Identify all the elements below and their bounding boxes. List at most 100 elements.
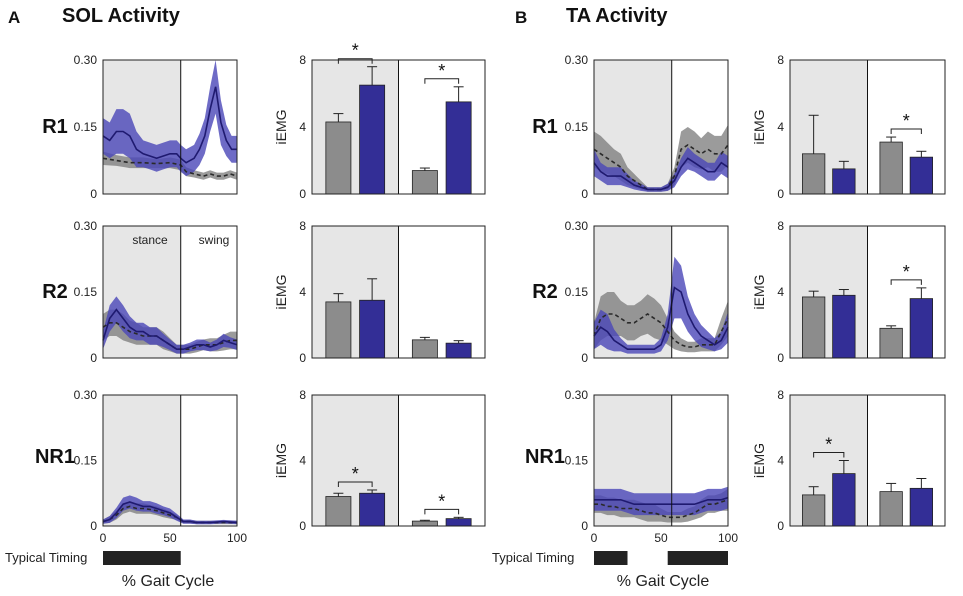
ta-r1-stance-robot-bar [832, 168, 856, 195]
ta-nr1-stance-robot-bar [832, 473, 856, 527]
sol-r1-stance-robot-bar [359, 84, 386, 195]
sol-r1-stance-significance-star: * [352, 41, 359, 61]
ta-r2-emg-trace: 0 0.15 0.30 [565, 219, 729, 365]
sol-r2-ytick-label: 8 [299, 219, 306, 233]
sol-r1-axes-box [311, 59, 486, 195]
ta-r1-swing-baseline-bar [879, 141, 903, 195]
ta-r2-ytick-label: 0 [777, 351, 784, 365]
ta-nr1-ytick-label: 8 [777, 388, 784, 402]
ta-r2-ytick-label: 4 [777, 285, 784, 299]
sol-nr1-robot-band [103, 495, 237, 525]
sol-nr1-swing-baseline-bar [411, 520, 438, 527]
sol-r2-robot-band [103, 296, 237, 354]
ta-r1-ylabel: iEMG [751, 110, 767, 145]
sol-r1-baseline-mean-line [102, 157, 238, 177]
panel-title-sol: SOL Activity [62, 5, 181, 27]
ta-nr1-xtick-label: 50 [654, 531, 668, 545]
row-label-sol-r2: R2 [42, 281, 68, 303]
sol-nr1-stance-significance-bracket [337, 481, 373, 487]
row-label-ta-r2: R2 [532, 281, 558, 303]
ta-nr1-ytick-label: 4 [777, 454, 784, 468]
ta-nr1-ytick-label: 0 [777, 519, 784, 533]
sol-r2-ylabel: iEMG [273, 275, 289, 310]
sol-nr1-swing-significance-star: * [438, 491, 445, 511]
sol-r1-stance-significance-bracket [337, 58, 373, 64]
panel-letter-a: A [8, 8, 20, 27]
ta-r1-iemg-bars: * 0 4 8 iEMG [751, 53, 946, 201]
sol-nr1-baseline-mean-line [102, 505, 237, 524]
ta-nr1-ytick-label: 0.15 [565, 454, 589, 468]
ta-r2-axes-box [593, 225, 729, 359]
ta-nr1-ytick-label: 0.30 [565, 388, 589, 402]
typical-timing-label-ta: Typical Timing [492, 550, 574, 565]
ta-r2-ytick-label: 0.30 [565, 219, 589, 233]
sol-nr1-swing-robot-bar [445, 518, 472, 527]
ta-nr1-baseline-mean-line [594, 499, 729, 519]
ta-r1-ytick-label: 0 [777, 187, 784, 201]
ta-r2-ytick-label: 8 [777, 219, 784, 233]
sol-r2-ytick-label: 0.30 [74, 219, 98, 233]
ta-r2-ylabel: iEMG [751, 275, 767, 310]
ta-r1-emg-trace: 0 0.15 0.30 [565, 53, 729, 201]
ta-nr1-xtick-label: 0 [591, 531, 598, 545]
sol-r1-emg-trace: 0 0.15 0.30 [74, 53, 238, 201]
ta-r1-stance-baseline-bar [802, 153, 826, 195]
sol-nr1-stance-shade [312, 395, 399, 526]
ta-r2-swing-baseline-bar [879, 327, 903, 359]
sol-r1-swing-significance-star: * [438, 61, 445, 81]
sol-nr1-ytick-label: 0 [299, 519, 306, 533]
ta-r2-ytick-label: 0 [581, 351, 588, 365]
ta-r2-robot-mean-line [593, 286, 729, 351]
sol-r1-ytick-label: 0.15 [74, 120, 98, 134]
sol-nr1-stance-baseline-bar [325, 496, 352, 527]
ta-nr1-stance-shade [790, 395, 868, 526]
stance-label: stance [132, 233, 168, 247]
swing-label: swing [199, 233, 230, 247]
ta-r2-ytick-label: 0.15 [565, 285, 589, 299]
panel-letter-b: B [515, 8, 527, 27]
ta-nr1-iemg-bars: * 0 4 8 iEMG [751, 388, 946, 533]
sol-timing-segment-0 [103, 551, 181, 565]
ta-r1-robot-mean-line [593, 157, 729, 191]
sol-r1-ytick-label: 4 [299, 120, 306, 134]
sol-nr1-swing-significance-bracket [424, 508, 460, 515]
ta-r2-baseline-mean-line [593, 313, 729, 348]
gait-cycle-label-sol: % Gait Cycle [122, 573, 215, 590]
sol-r2-axes-box [311, 225, 486, 359]
typical-timing-bars-ta [594, 551, 728, 565]
ta-r1-ytick-label: 0.15 [565, 120, 589, 134]
ta-nr1-xtick-label: 100 [718, 531, 738, 545]
sol-nr1-emg-trace: 0 0.15 0.30 0 50 100 [74, 388, 248, 545]
ta-r1-stance-shade [790, 60, 868, 194]
ta-r2-swing-robot-bar [909, 298, 934, 359]
gait-cycle-label-ta: % Gait Cycle [617, 573, 710, 590]
ta-nr1-axes-box [789, 394, 946, 527]
row-label-ta-nr1: NR1 [525, 446, 565, 468]
typical-timing-bars-sol [103, 551, 181, 565]
sol-nr1-xtick-label: 100 [227, 531, 247, 545]
ta-nr1-ytick-label: 0 [581, 519, 588, 533]
sol-nr1-axes-box [311, 394, 486, 527]
ta-r2-robot-band [594, 256, 728, 354]
sol-r1-ylabel: iEMG [273, 110, 289, 145]
ta-nr1-emg-trace: 0 0.15 0.30 0 50 100 [565, 388, 739, 545]
sol-r1-ytick-label: 8 [299, 53, 306, 67]
sol-r1-stance-shade [312, 60, 399, 194]
sol-r2-ytick-label: 0.15 [74, 285, 98, 299]
sol-r2-iemg-bars: 0 4 8 iEMG [273, 219, 486, 365]
sol-nr1-ylabel: iEMG [273, 443, 289, 478]
row-label-sol-nr1: NR1 [35, 446, 75, 468]
sol-r1-ytick-label: 0 [299, 187, 306, 201]
ta-nr1-stance-significance-star: * [825, 435, 832, 455]
typical-timing-label-sol: Typical Timing [5, 550, 87, 565]
ta-r1-ytick-label: 0.30 [565, 53, 589, 67]
sol-r2-ytick-label: 0 [90, 351, 97, 365]
ta-r2-axes-box [789, 225, 946, 359]
sol-r2-axes-box [102, 225, 238, 359]
ta-nr1-robot-mean-line [594, 496, 729, 506]
sol-nr1-ytick-label: 0.30 [74, 388, 98, 402]
sol-r2-swing-robot-bar [445, 342, 472, 359]
sol-nr1-iemg-bars: * * 0 4 8 iEMG [273, 388, 486, 533]
ta-timing-segment-0 [594, 551, 628, 565]
